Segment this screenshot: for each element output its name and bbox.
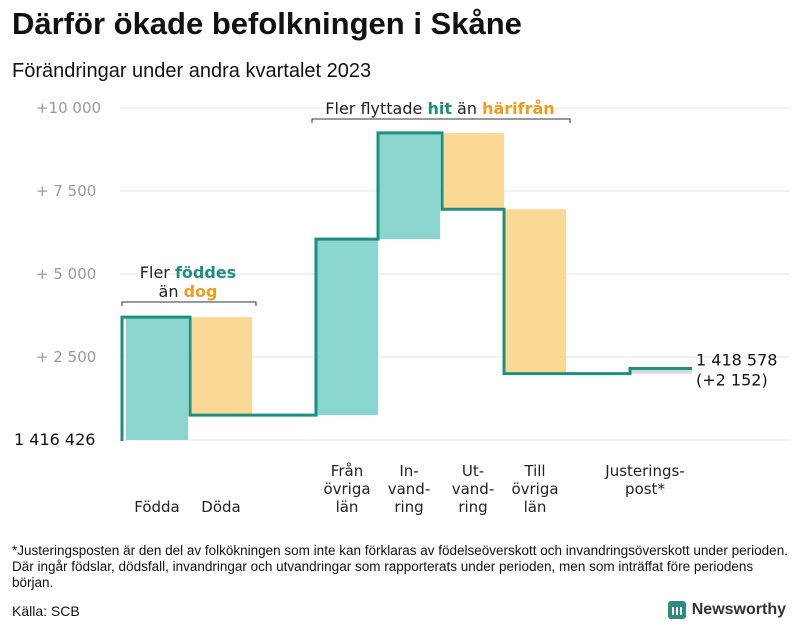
y-tick-label: + 5 000: [36, 265, 96, 283]
category-label: Döda: [201, 498, 240, 516]
bar-increase: [378, 132, 440, 240]
brand-logo: Newsworthy: [667, 601, 786, 619]
bar-adjustment: [630, 368, 692, 374]
source: Källa: SCB: [12, 603, 80, 619]
start-value-label: 1 416 426: [14, 430, 95, 449]
category-label: Ut-vand-ring: [452, 462, 495, 516]
bar-increase: [316, 239, 378, 416]
bar-increase: [126, 317, 188, 440]
annotation-text: Fler föddes: [140, 263, 236, 282]
footnote: *Justeringsposten är den del av folkökni…: [12, 543, 788, 590]
annotation-bracket: [121, 301, 257, 306]
end-change-label: (+2 152): [696, 371, 768, 390]
end-value-label: 1 418 578: [696, 351, 777, 370]
chart-logo-icon: [667, 601, 686, 619]
category-label: Justerings-post*: [604, 462, 684, 498]
y-tick-label: + 2 500: [36, 348, 96, 366]
category-label: Till övriga län: [511, 462, 558, 516]
waterfall-chart: + 2 500 + 5 000 + 7 500 +10 000 1 416 426 1 4…: [14, 99, 790, 516]
chart-title: Därför ökade befolkningen i Skåne: [12, 6, 522, 41]
cumulative-line: [120, 131, 692, 441]
y-tick-label: + 7 500: [36, 182, 96, 200]
annotation-bracket: [311, 118, 571, 123]
annotation-text: Fler flyttade hit än härifrån: [325, 99, 554, 118]
bar-decrease: [190, 317, 252, 416]
category-label: Födda: [134, 498, 180, 516]
bar-decrease: [442, 132, 504, 210]
category-label: In-vand-ring: [388, 462, 431, 516]
chart-subtitle: Förändringar under andra kvartalet 2023: [12, 60, 372, 82]
annotation-text: än dog: [159, 282, 218, 301]
brand-name: Newsworthy: [691, 601, 786, 618]
category-label: Från övriga län: [323, 462, 370, 516]
bar-decrease: [504, 209, 566, 374]
y-tick-label: +10 000: [36, 99, 101, 117]
